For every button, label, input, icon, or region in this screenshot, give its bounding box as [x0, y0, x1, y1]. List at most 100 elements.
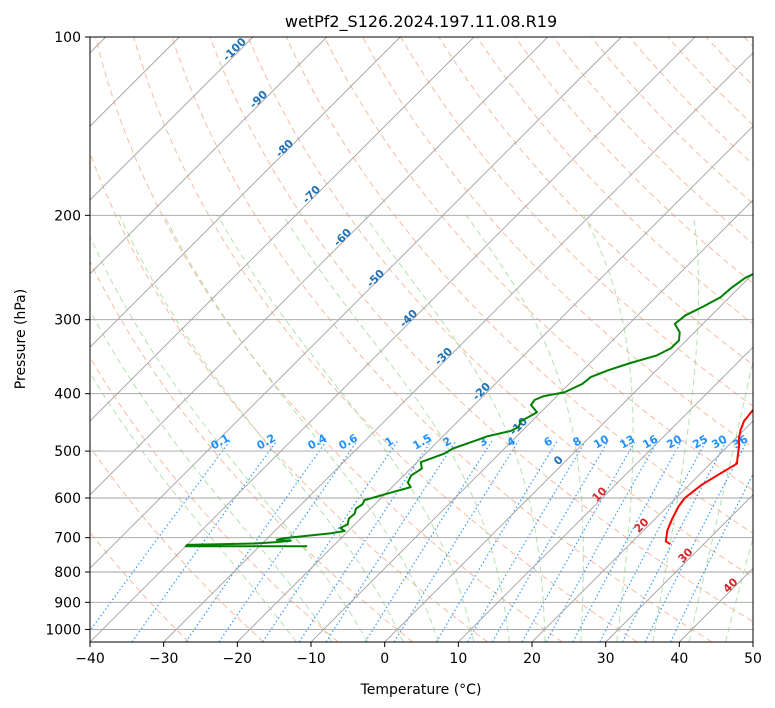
mixing-ratio-label: 8	[571, 434, 584, 449]
moist-adiabat-line	[119, 215, 404, 642]
dry-adiabat-line	[209, 37, 753, 623]
dry-adiabat-line	[705, 37, 753, 87]
mixing-ratio-line	[521, 440, 637, 642]
dry-adiabat-line	[323, 37, 753, 491]
moist-adiabat-line	[90, 235, 369, 642]
x-tick-label: −20	[223, 651, 253, 667]
y-tick-label: 400	[54, 387, 81, 403]
dry-adiabat-label: -80	[273, 137, 296, 160]
moist-adiabat-line	[465, 215, 584, 642]
isotherm-line	[90, 37, 328, 275]
x-tick-label: 30	[597, 651, 615, 667]
y-axis-label: Pressure (hPa)	[13, 289, 29, 389]
isotherm-line	[90, 37, 254, 201]
dry-adiabat-line	[90, 260, 414, 642]
isotherm-line	[163, 52, 753, 642]
mixing-ratio-label: 13	[617, 433, 637, 452]
x-tick-label: 0	[380, 651, 389, 667]
isotherm-line	[90, 37, 622, 569]
mixing-ratio-line	[185, 440, 328, 642]
mixing-ratio-label: 20	[664, 432, 684, 451]
dry-adiabat-label: -90	[247, 88, 270, 111]
y-tick-label: 200	[54, 208, 81, 224]
dry-adiabat-label: -50	[364, 267, 387, 290]
mixing-ratio-line	[670, 472, 753, 642]
dry-adiabat-line	[514, 37, 753, 285]
dry-adiabat-line	[133, 37, 638, 642]
dry-adiabat-label: -30	[432, 345, 455, 368]
mixing-ratio-label: 0.2	[255, 431, 278, 452]
mixing-ratio-line	[131, 440, 278, 642]
mixing-ratio-line	[435, 440, 558, 642]
mixing-ratio-label: 30	[709, 432, 729, 451]
dry-adiabat-label: 0	[551, 453, 566, 468]
dry-adiabat-label: -100	[220, 35, 249, 64]
mixing-ratio-line	[599, 440, 707, 642]
dry-adiabat-line	[476, 37, 753, 325]
isotherm-line	[457, 346, 753, 642]
y-tick-label: 900	[54, 595, 81, 611]
mixing-ratio-label: 16	[640, 432, 660, 451]
x-axis-label: Temperature (°C)	[360, 682, 482, 698]
dewpoint-trace	[184, 272, 753, 548]
y-tick-label: 700	[54, 531, 81, 547]
mixing-ratio-line	[364, 440, 493, 642]
mixing-ratio-label: 0.1	[209, 431, 232, 452]
dry-adiabat-line	[743, 37, 753, 47]
axes: −40 −30 −20 −10 0 10 20 30 40 5010020030040050060…	[45, 30, 762, 667]
background-lines	[90, 37, 753, 642]
dry-adiabat-label: -40	[397, 307, 420, 330]
y-tick-label: 1000	[45, 622, 81, 638]
isotherm-line	[605, 494, 753, 642]
mixing-ratio-line	[262, 440, 399, 642]
dry-adiabat-line	[552, 37, 753, 245]
isotherm-line	[90, 37, 401, 348]
x-tick-label: 50	[744, 651, 762, 667]
mixing-ratio-label: 6	[542, 434, 555, 449]
y-tick-label: 300	[54, 313, 81, 329]
x-tick-label: 40	[670, 651, 688, 667]
dry-adiabat-line	[90, 445, 264, 642]
moist-adiabat-line	[90, 371, 297, 642]
y-tick-label: 800	[54, 565, 81, 581]
mixing-ratio-line	[545, 440, 659, 642]
isotherm-line	[90, 37, 549, 496]
dry-adiabat-line	[247, 37, 753, 578]
dry-adiabat-label: 20	[632, 515, 652, 535]
mixing-ratio-label: 0.4	[306, 431, 330, 452]
x-tick-label: −10	[296, 651, 326, 667]
dry-adiabat-line	[171, 37, 712, 642]
isotherm-line	[752, 641, 753, 642]
isotherm-line	[310, 199, 753, 642]
dry-adiabat-line	[285, 37, 753, 535]
mixing-ratio-line	[491, 440, 609, 642]
plot-frame	[89, 36, 754, 643]
isotherm-line	[90, 37, 696, 642]
moist-adiabat-line	[583, 215, 634, 642]
mixing-ratio-label: 1	[383, 434, 396, 449]
y-tick-label: 600	[54, 491, 81, 507]
moist-adiabat-line	[364, 215, 546, 642]
dry-adiabat-label: -60	[331, 226, 354, 249]
sounding-traces	[184, 272, 753, 548]
dry-adiabat-label: -70	[300, 183, 323, 206]
dry-adiabat-label: 40	[721, 575, 741, 595]
dry-adiabat-line	[90, 356, 339, 642]
x-tick-label: −40	[75, 651, 105, 667]
x-tick-label: 10	[449, 651, 467, 667]
isotherm-line	[90, 37, 475, 422]
mixing-ratio-line	[298, 440, 432, 642]
mixing-ratio-line	[572, 440, 683, 642]
isotherm-line	[384, 273, 753, 642]
dry-adiabat-line	[438, 37, 753, 366]
x-tick-label: 20	[523, 651, 541, 667]
x-tick-label: −30	[149, 651, 179, 667]
y-tick-label: 100	[54, 30, 81, 46]
isotherm-line	[236, 125, 753, 642]
dry-adiabat-label: 10	[590, 484, 610, 504]
dry-adiabat-label: 30	[676, 545, 696, 565]
dry-adiabat-label: -20	[470, 380, 493, 403]
dry-adiabat-line	[90, 151, 488, 642]
isotherm-line	[531, 420, 753, 642]
